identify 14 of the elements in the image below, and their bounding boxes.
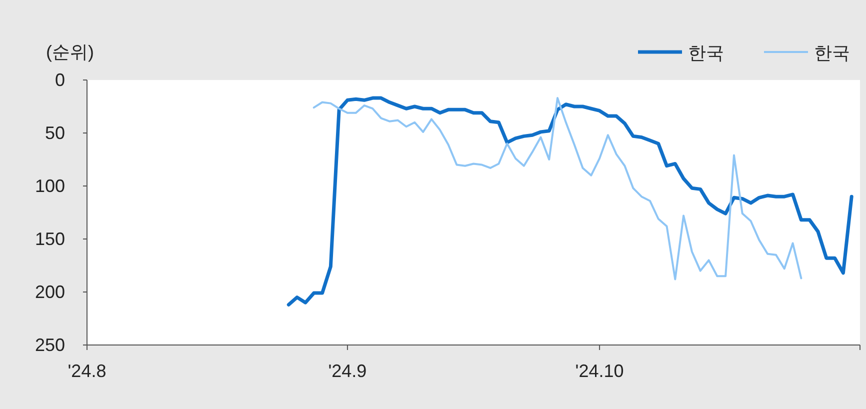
y-tick-label: 150: [34, 229, 65, 249]
y-axis-title: (순위): [46, 42, 94, 62]
y-tick-label: 0: [54, 70, 65, 90]
line-series: [312, 97, 802, 280]
legend-label: 한국: [814, 43, 850, 63]
y-tick-label: 200: [34, 282, 65, 302]
legend-label: 한국: [688, 43, 724, 63]
x-tick-label: '24.8: [68, 361, 106, 381]
y-tick-label: 250: [34, 335, 65, 355]
x-tick-label: '24.9: [328, 361, 367, 381]
x-tick-label: '24.10: [575, 361, 624, 381]
line-series: [286, 96, 854, 306]
y-tick-label: 50: [44, 123, 65, 143]
y-tick-label: 100: [34, 176, 65, 196]
